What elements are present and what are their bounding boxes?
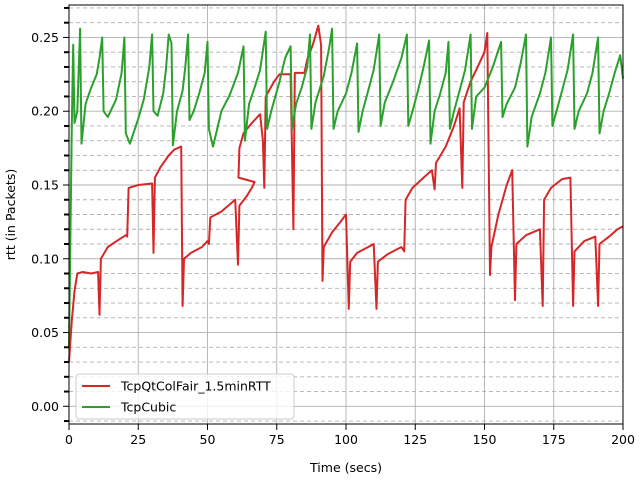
x-tick-label: 100 bbox=[334, 432, 358, 447]
x-axis-label: Time (secs) bbox=[309, 460, 382, 475]
y-tick-label: 0.25 bbox=[31, 30, 59, 45]
legend: TcpQtColFair_1.5minRTT TcpCubic bbox=[75, 373, 295, 420]
legend-box bbox=[75, 373, 295, 420]
x-axis-ticks: 0 25 50 75 100 125 150 175 200 bbox=[65, 424, 635, 447]
y-tick-label: 0.15 bbox=[31, 177, 59, 192]
y-tick-label: 0.00 bbox=[31, 399, 59, 414]
y-axis-label: rtt (in Packets) bbox=[3, 169, 18, 260]
x-tick-label: 175 bbox=[542, 432, 566, 447]
x-tick-label: 0 bbox=[65, 432, 73, 447]
x-tick-label: 150 bbox=[473, 432, 497, 447]
x-tick-label: 50 bbox=[200, 432, 216, 447]
x-tick-label: 75 bbox=[269, 432, 285, 447]
x-tick-label: 200 bbox=[611, 432, 635, 447]
series-layer bbox=[68, 24, 624, 363]
legend-label-tcpqtcolfair: TcpQtColFair_1.5minRTT bbox=[120, 379, 271, 394]
series-line-tcpqtcolfair bbox=[68, 24, 624, 363]
y-tick-label: 0.20 bbox=[31, 104, 59, 119]
y-tick-label: 0.10 bbox=[31, 251, 59, 266]
x-tick-label: 125 bbox=[403, 432, 427, 447]
x-tick-label: 25 bbox=[130, 432, 146, 447]
series-line-tcpcubic bbox=[68, 27, 624, 348]
y-tick-label: 0.05 bbox=[31, 325, 59, 340]
y-axis-ticks: 0.00 0.05 0.10 0.15 0.20 0.25 bbox=[31, 6, 69, 423]
legend-label-tcpcubic: TcpCubic bbox=[120, 400, 176, 415]
